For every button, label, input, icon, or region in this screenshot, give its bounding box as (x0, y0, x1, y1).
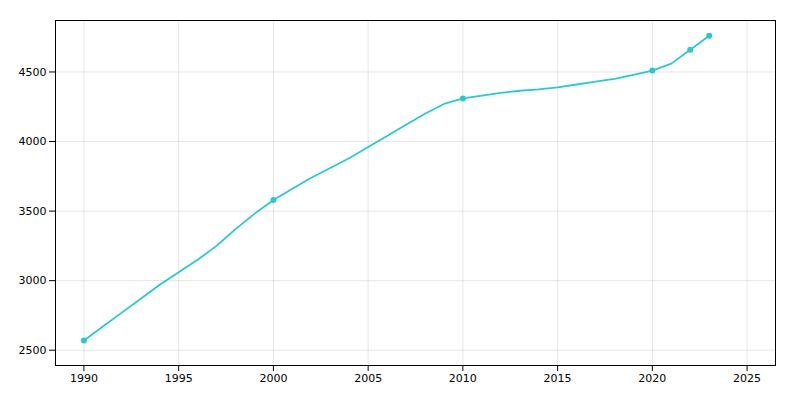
svg-text:2025: 2025 (733, 372, 761, 385)
svg-text:1995: 1995 (165, 372, 193, 385)
svg-text:2010: 2010 (449, 372, 477, 385)
svg-text:2500: 2500 (19, 344, 47, 357)
svg-text:1990: 1990 (70, 372, 98, 385)
svg-text:3500: 3500 (19, 205, 47, 218)
svg-text:4000: 4000 (19, 135, 47, 148)
svg-text:3000: 3000 (19, 274, 47, 287)
svg-text:4500: 4500 (19, 65, 47, 78)
svg-text:2020: 2020 (638, 372, 666, 385)
svg-text:2005: 2005 (354, 372, 382, 385)
svg-text:2015: 2015 (544, 372, 572, 385)
svg-text:2000: 2000 (259, 372, 287, 385)
